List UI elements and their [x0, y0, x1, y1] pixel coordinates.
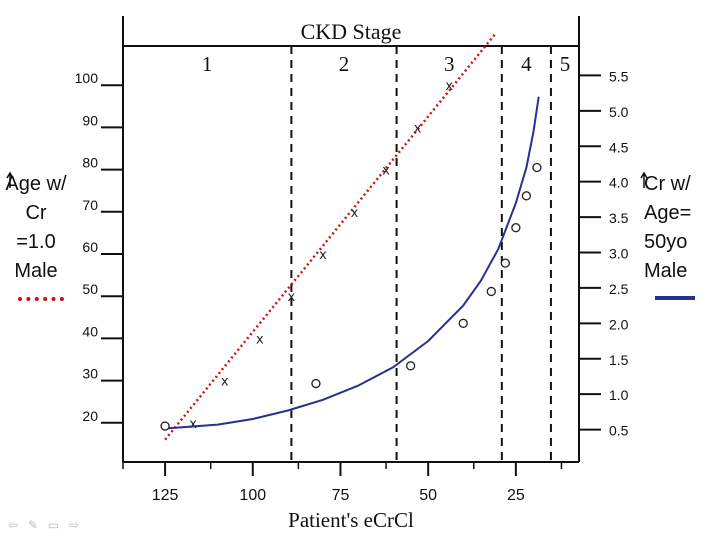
series-2-point-o-marker: [458, 318, 468, 328]
series-1-point-x-marker: x: [445, 79, 453, 94]
series-2-point-o-marker: [405, 361, 416, 371]
left-up-arrow-icon: [6, 171, 14, 188]
series-2-point-o-marker: [160, 421, 170, 431]
series-2-point-o-marker: [511, 223, 521, 233]
right-tick-label-0.5: 0.5: [609, 423, 629, 439]
right-axis-label-text: Cr w/ Age= 50yo Male: [644, 173, 692, 282]
x-tick-label-125: 125: [152, 487, 179, 504]
menu-icon[interactable]: ▭: [47, 518, 60, 532]
right-tick-label-3.0: 3.0: [609, 246, 629, 262]
series-1-point-x-marker: x: [189, 417, 197, 432]
right-up-arrow-icon: [640, 171, 648, 188]
right-tick-label-4.5: 4.5: [609, 139, 629, 155]
series-1-point-x-marker: x: [351, 206, 359, 221]
left-axis-label: Age w/ Cr =1.0 Male: [4, 170, 68, 286]
x-tick-label-50: 50: [419, 487, 437, 504]
left-axis-label-text: Age w/ Cr =1.0 Male: [5, 173, 67, 282]
series-2-point-o-marker: [486, 286, 496, 297]
left-tick-label-80: 80: [82, 155, 98, 171]
stage-label-2: 2: [339, 52, 350, 76]
stage-label-3: 3: [444, 52, 455, 76]
left-tick-label-90: 90: [82, 112, 98, 128]
right-tick-label-3.5: 3.5: [609, 210, 629, 226]
series-2-point-o-marker: [311, 378, 321, 389]
series-1-point-x-marker: x: [319, 248, 327, 263]
series-1-fit-line: [164, 33, 496, 441]
right-tick-label-1.5: 1.5: [609, 352, 629, 368]
right-tick-label-5.0: 5.0: [609, 104, 629, 120]
left-tick-label-20: 20: [82, 408, 98, 424]
right-tick-label-4.0: 4.0: [609, 175, 629, 191]
right-tick-label-2.5: 2.5: [609, 281, 629, 297]
left-tick-label-40: 40: [82, 323, 98, 339]
left-tick-label-70: 70: [82, 197, 98, 213]
right-arrow-icon[interactable]: ⇨: [68, 518, 80, 532]
left-tick-label-60: 60: [82, 239, 98, 255]
series-1-point-x-marker: x: [288, 290, 296, 305]
series-2-point-o-marker: [532, 162, 542, 173]
right-legend-swatch-blue-solid: [655, 296, 695, 300]
left-tick-label-100: 100: [75, 70, 99, 86]
series-2-fit-curve: [168, 96, 540, 430]
series-1-point-x-marker: x: [221, 375, 229, 390]
right-tick-label-2.0: 2.0: [609, 316, 629, 332]
x-tick-label-25: 25: [507, 487, 525, 504]
series-2-point-o-marker: [500, 258, 510, 268]
x-tick-label-100: 100: [239, 487, 266, 504]
stage-label-5: 5: [560, 52, 571, 76]
pen-icon[interactable]: ✎: [27, 518, 38, 532]
x-tick-label-75: 75: [332, 487, 350, 504]
right-axis-label: Cr w/ Age= 50yo Male: [644, 170, 714, 286]
left-tick-label-50: 50: [82, 281, 98, 297]
chart-title: CKD Stage: [301, 19, 402, 44]
series-2-point-o-marker: [521, 191, 532, 201]
right-tick-label-5.5: 5.5: [609, 68, 629, 84]
x-axis-title: Patient's eCrCl: [288, 508, 414, 532]
left-arrow-icon[interactable]: ⇦: [8, 518, 19, 532]
slide-nav-controls: ⇦ ✎ ▭ ⇨: [8, 518, 85, 532]
stage-label-1: 1: [202, 52, 213, 76]
series-1-point-x-marker: x: [256, 332, 264, 347]
series-1-point-x-marker: x: [414, 121, 422, 136]
left-tick-label-30: 30: [82, 366, 98, 382]
right-tick-label-1.0: 1.0: [609, 387, 629, 403]
series-1-point-x-marker: x: [382, 164, 390, 179]
stage-label-4: 4: [521, 52, 532, 76]
left-legend-swatch-red-dotted: [18, 297, 64, 301]
